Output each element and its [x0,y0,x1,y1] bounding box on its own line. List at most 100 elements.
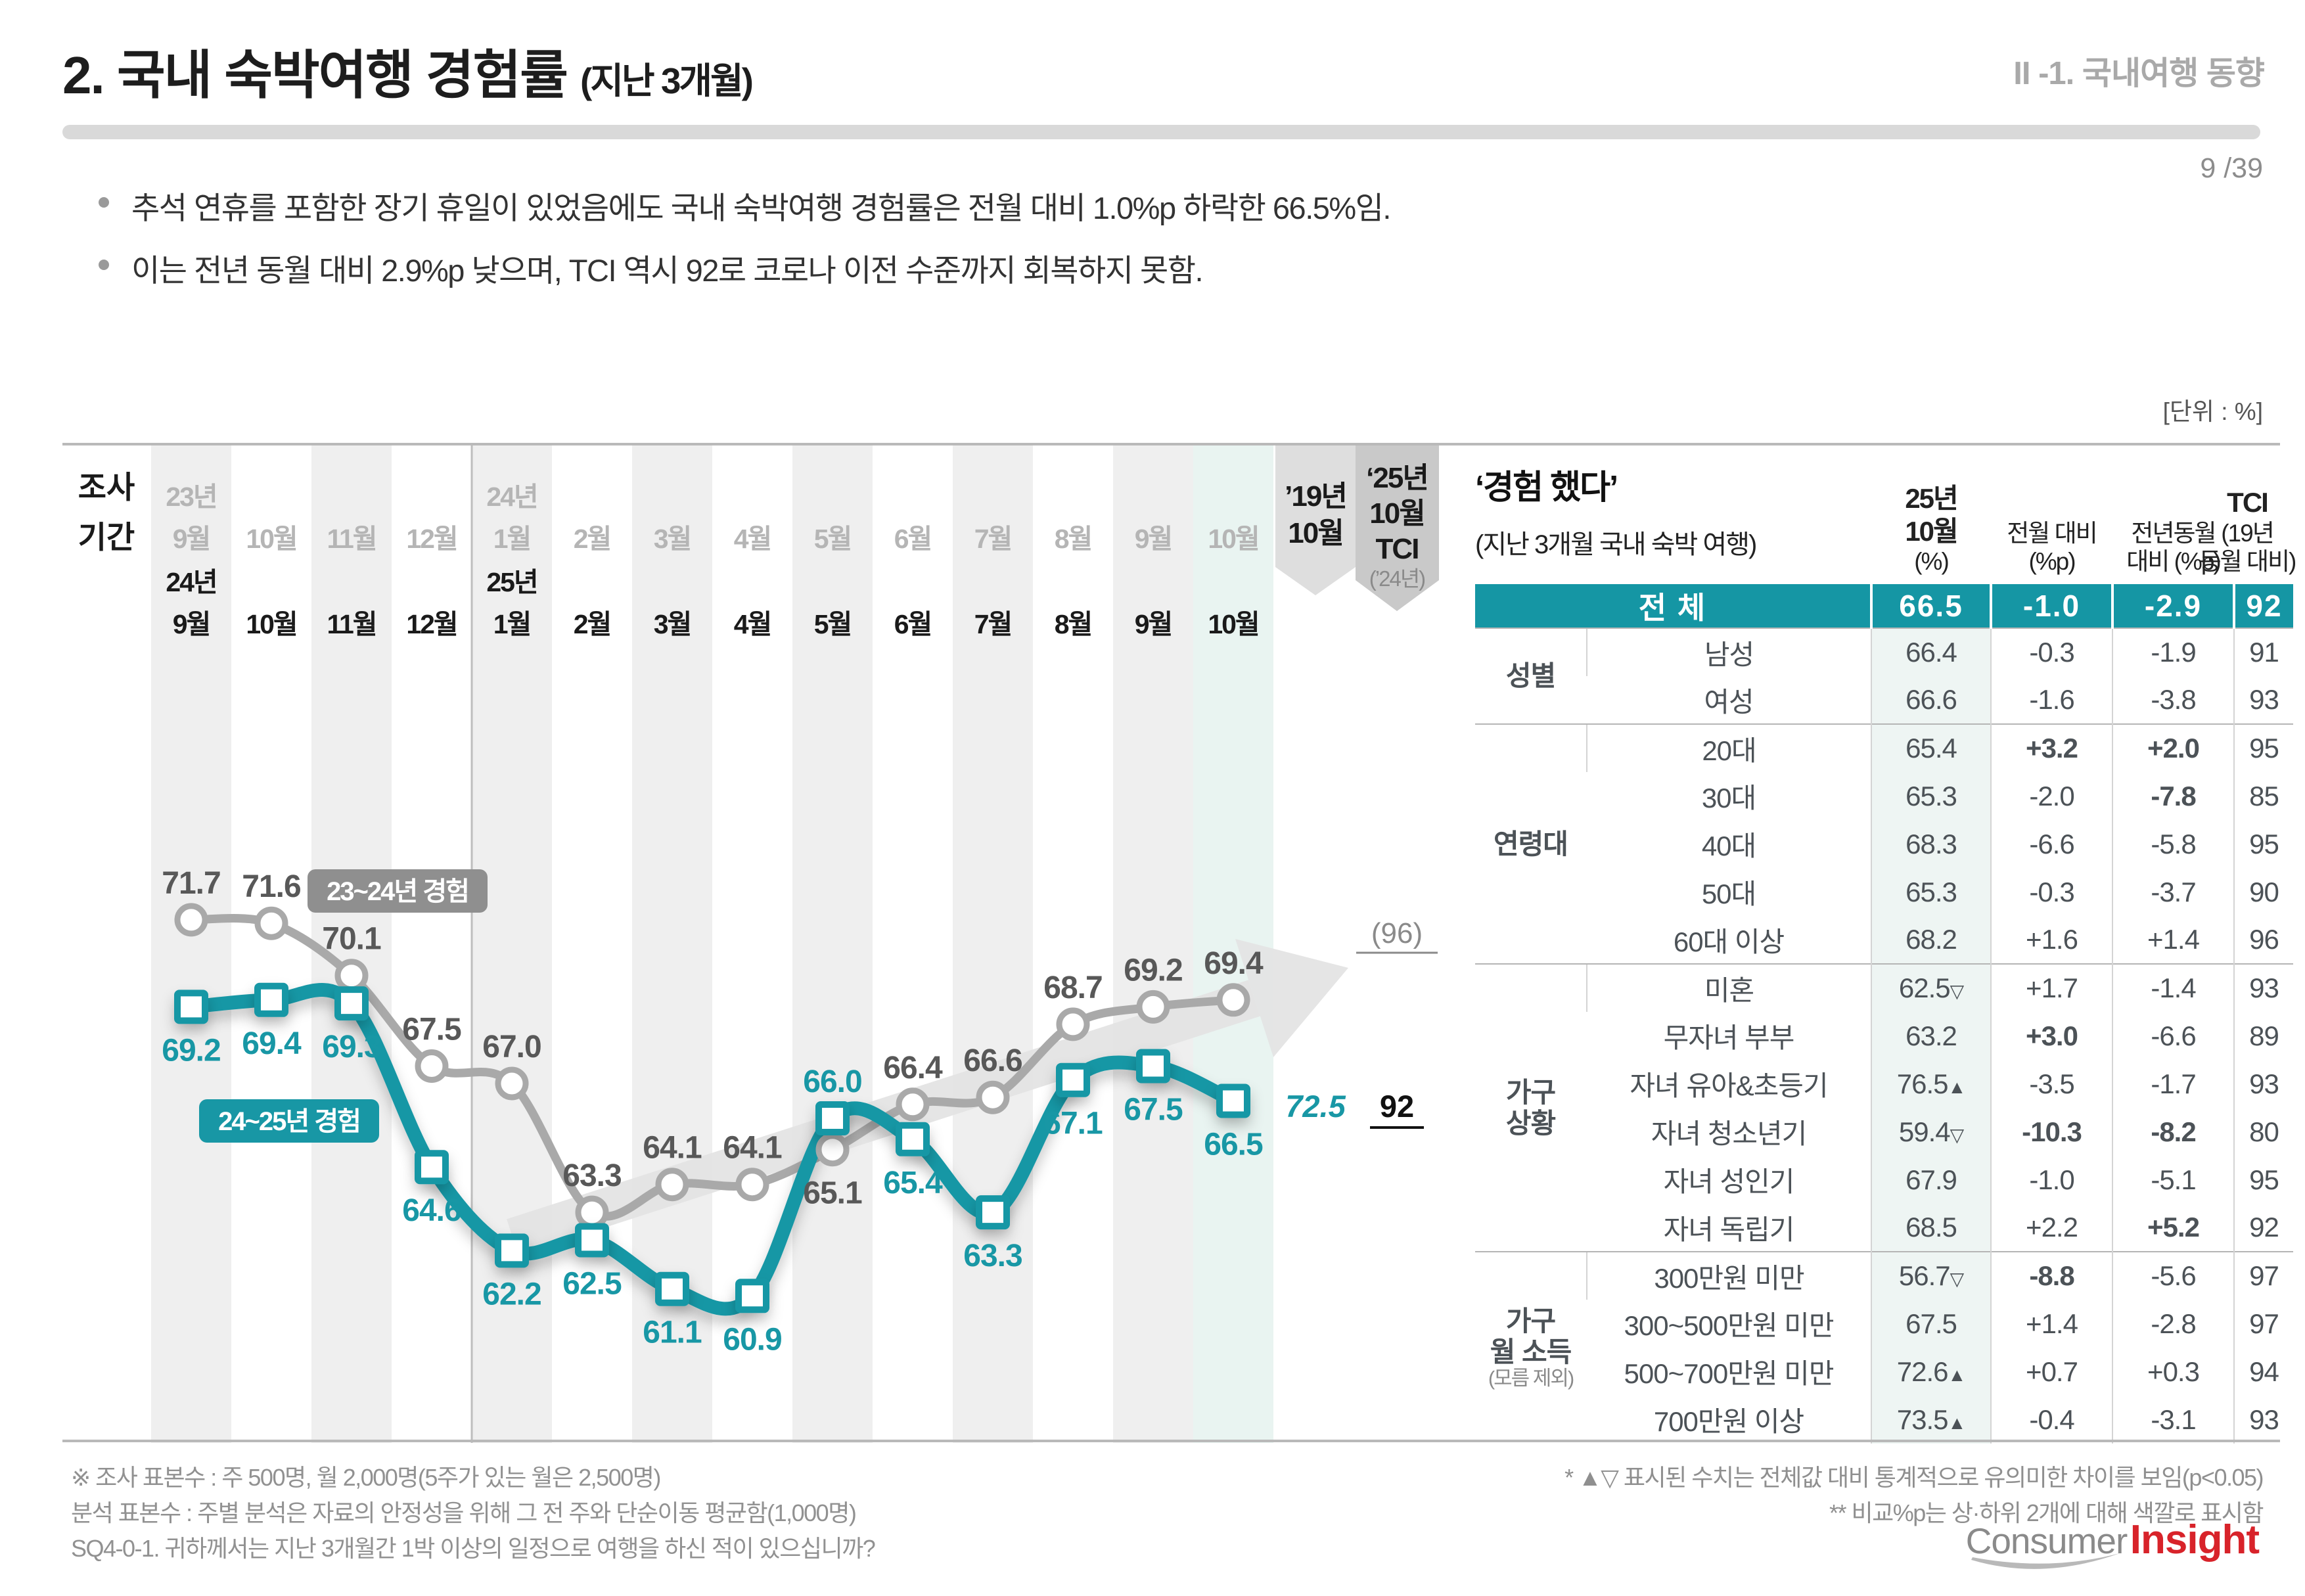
tci-current-value: 92 [1380,1089,1414,1124]
month-label-black: 9월 [1135,609,1172,639]
data-point-label: 68.7 [1043,970,1102,1005]
series-line-teal [184,983,1241,1316]
row-name: 자녀 청소년기 [1651,1118,1808,1149]
month-label-black: 6월 [894,609,932,639]
col-head-yoy: 전년동월 대비 (%p) [2126,519,2221,576]
page-title: 2. 국내 숙박여행 경험률 (지난 3개월) [62,33,754,109]
cell-value: 73.5▲ [1871,1396,1992,1444]
cell-value: 62.5▽ [1871,963,1992,1012]
y19-oct-value: 72.5 [1285,1089,1346,1124]
svg-text:(’24년): (’24년) [1369,566,1425,591]
month-label-black: 7월 [974,609,1012,639]
table-row: 여성 66.6 -1.6 -3.8 93 [1475,676,2294,724]
month-label-gray: 2월 [574,524,611,554]
title-divider-bar [62,125,2260,139]
cell-mom: -0.4 [1990,1396,2113,1444]
data-point-label: 66.5 [1204,1128,1263,1162]
data-point-marker [896,1087,930,1122]
cell-yoy: -1.7 [2112,1060,2235,1108]
cell-tci: 85 [2233,772,2294,820]
data-point-marker [575,1195,609,1229]
bullet-item: 이는 전년 동월 대비 2.9%p 낮으며, TCI 역시 92로 코로나 이전… [99,245,1390,290]
cell-yoy: -6.6 [2112,1012,2235,1060]
data-point-marker [735,1279,769,1313]
cell-mom: -6.6 [1990,820,2113,868]
total-mom: -1.0 [1990,584,2113,628]
data-point-label: 63.3 [562,1158,621,1193]
data-point-label: 64.1 [643,1131,702,1166]
month-label-gray: 10월 [246,524,296,554]
data-point-marker [174,990,208,1024]
month-label-black: 3월 [654,609,691,639]
breakdown-table-wrap: 전 체 66.5 -1.0 -2.9 92 성별 남성 66.4 -0.3 -1.9 91 여성 66.… [1475,584,2294,1444]
col-head-mom: 전월 대비 (%p) [2007,519,2097,576]
cell-mom: +0.7 [1990,1348,2113,1396]
month-label-gray: 10월 [1208,524,1258,554]
data-point-marker [896,1122,930,1156]
footnote: 분석 표본수 : 주별 분석은 자료의 안정성을 위해 그 전 주와 단순이동 … [71,1499,857,1526]
table-row: 300~500만원 미만 67.5 +1.4 -2.8 97 [1475,1300,2294,1348]
data-point-label: 70.1 [322,922,381,957]
column-band [953,445,1033,1443]
cell-value: 59.4▽ [1871,1108,1992,1156]
cell-yoy: -3.1 [2112,1396,2235,1444]
cell-yoy: +2.0 [2112,723,2235,772]
cell-tci: 80 [2233,1108,2294,1156]
trend-arrow-head [1235,939,1348,1057]
cell-yoy: -5.1 [2112,1156,2235,1204]
significance-mark-icon: ▽ [1950,1124,1965,1145]
data-point-label: 69.3 [322,1030,380,1064]
bullet-text: 이는 전년 동월 대비 2.9%p 낮으며, TCI 역시 92로 코로나 이전… [131,253,1204,288]
svg-text:‘25년: ‘25년 [1366,462,1428,494]
svg-text:조사: 조사 [78,470,135,505]
data-point-marker [1216,1083,1250,1118]
significance-mark-icon: ▽ [1950,981,1965,1001]
month-label-black: 25년 [486,567,537,597]
table-row: 가구 상황 미혼 62.5▽ +1.7 -1.4 93 [1475,963,2294,1252]
cell-value: 63.2 [1871,1012,1992,1060]
cell-mom: -0.3 [1990,868,2113,916]
data-point-marker [976,1080,1010,1114]
data-point-label: 62.2 [482,1277,541,1311]
cell-yoy: +1.4 [2112,916,2235,964]
cell-tci: 96 [2233,916,2294,964]
data-point-label: 69.2 [1124,953,1182,988]
total-label: 전 체 [1475,584,1872,628]
section-label: II -1. 국내여행 동향 [2013,56,2265,91]
month-label-gray: 3월 [654,524,691,554]
ribbon-25oct-tci [1356,445,1439,611]
cell-mom: -8.8 [1990,1251,2113,1300]
consumer-insight-logo: Consumer Insight [1966,1516,2260,1569]
data-point-marker [174,903,208,937]
data-point-label: 67.0 [482,1030,541,1064]
svg-text:TCI: TCI [1376,533,1419,565]
significance-mark-icon: ▲ [1948,1076,1967,1097]
table-row: 50대 65.3 -0.3 -3.7 90 [1475,868,2294,916]
cell-mom: -1.0 [1990,1156,2113,1204]
column-band [151,445,231,1443]
breakdown-table: 전 체 66.5 -1.0 -2.9 92 성별 남성 66.4 -0.3 -1.9 91 여성 66.… [1475,584,2294,1444]
cell-yoy: -7.8 [2112,772,2235,820]
column-band [792,445,873,1443]
table-row: 자녀 유아&초등기 76.5▲ -3.5 -1.7 93 [1475,1060,2294,1108]
month-label-black: 12월 [406,609,457,639]
month-label-gray: 23년 [166,482,216,512]
month-label-black: 1월 [493,609,531,639]
data-point-marker [1136,990,1170,1024]
data-point-marker [735,1168,769,1202]
tci-prev-value: (96) [1371,917,1423,949]
cell-mom: -10.3 [1990,1108,2113,1156]
cell-mom: -1.6 [1990,676,2113,724]
month-label-gray: 6월 [894,524,932,554]
content-top-rule [62,443,2280,445]
data-point-marker [415,1150,449,1185]
svg-text:기간: 기간 [78,520,135,555]
data-point-marker [334,986,369,1021]
group-label: 성별 [1475,627,1587,724]
cell-value: 66.4 [1871,627,1992,676]
month-label-gray: 7월 [974,524,1012,554]
page-title-main: 2. 국내 숙박여행 경험률 [62,46,568,104]
unit-label: [단위 : %] [2162,398,2263,425]
month-label-gray: 1월 [493,524,531,554]
